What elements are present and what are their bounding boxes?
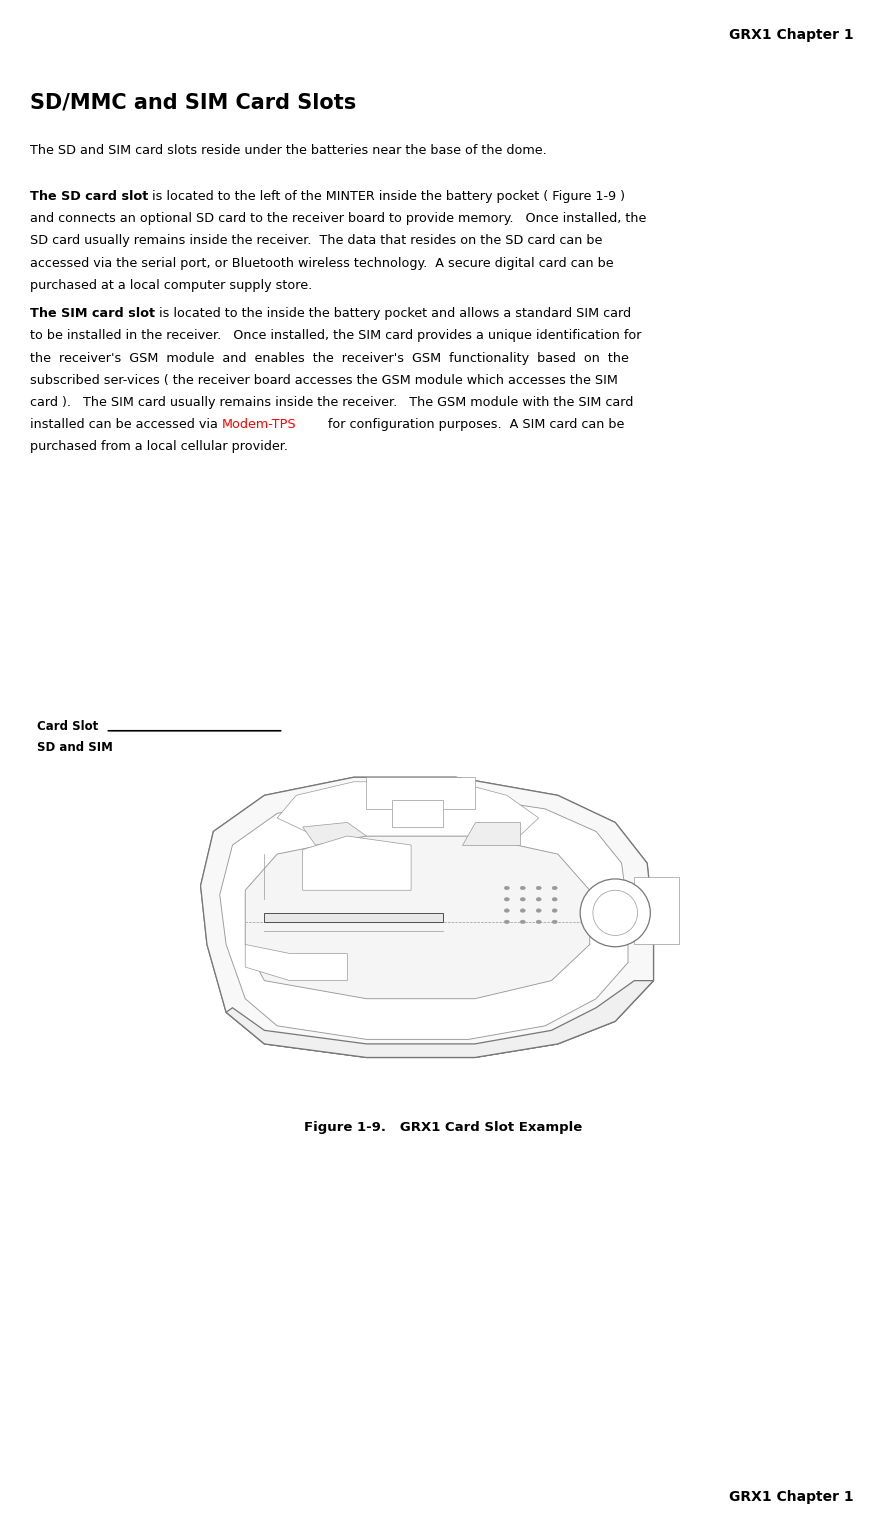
- Text: SD and SIM: SD and SIM: [37, 741, 113, 754]
- Text: GRX1 Chapter 1: GRX1 Chapter 1: [729, 28, 854, 43]
- Polygon shape: [245, 836, 590, 999]
- Ellipse shape: [552, 885, 557, 890]
- Polygon shape: [200, 777, 654, 1057]
- Text: is located to the left of the MINTER inside the battery pocket ( Figure 1-9 ): is located to the left of the MINTER ins…: [148, 190, 626, 202]
- Ellipse shape: [504, 885, 509, 890]
- Ellipse shape: [552, 921, 557, 924]
- Ellipse shape: [536, 908, 541, 913]
- Ellipse shape: [504, 921, 509, 924]
- Polygon shape: [367, 777, 475, 809]
- Ellipse shape: [552, 908, 557, 913]
- Polygon shape: [220, 795, 628, 1039]
- Polygon shape: [226, 980, 654, 1057]
- Text: GRX1 Chapter 1: GRX1 Chapter 1: [729, 1491, 854, 1504]
- Ellipse shape: [520, 921, 525, 924]
- Polygon shape: [303, 836, 411, 890]
- Ellipse shape: [536, 921, 541, 924]
- Ellipse shape: [520, 908, 525, 913]
- Text: and connects an optional SD card to the receiver board to provide memory.   Once: and connects an optional SD card to the …: [30, 211, 647, 225]
- Ellipse shape: [580, 879, 650, 947]
- Text: Modem-TPS: Modem-TPS: [222, 418, 297, 430]
- Ellipse shape: [504, 898, 509, 901]
- Text: installed can be accessed via          for configuration purposes.  A SIM card c: installed can be accessed via for config…: [30, 418, 625, 430]
- Text: the  receiver's  GSM  module  and  enables  the  receiver's  GSM  functionality : the receiver's GSM module and enables th…: [30, 351, 629, 365]
- Text: accessed via the serial port, or Bluetooth wireless technology.  A secure digita: accessed via the serial port, or Bluetoo…: [30, 256, 614, 270]
- Text: Card Slot: Card Slot: [37, 720, 98, 732]
- Ellipse shape: [536, 898, 541, 901]
- Text: The SD card slot: The SD card slot: [30, 190, 148, 202]
- Polygon shape: [303, 823, 367, 846]
- Text: subscribed ser-vices ( the receiver board accesses the GSM module which accesses: subscribed ser-vices ( the receiver boar…: [30, 374, 618, 386]
- Polygon shape: [462, 823, 519, 846]
- Ellipse shape: [520, 898, 525, 901]
- Polygon shape: [392, 800, 443, 827]
- Text: Figure 1-9.   GRX1 Card Slot Example: Figure 1-9. GRX1 Card Slot Example: [304, 1121, 582, 1134]
- Ellipse shape: [520, 885, 525, 890]
- Text: The SD and SIM card slots reside under the batteries near the base of the dome.: The SD and SIM card slots reside under t…: [30, 144, 547, 156]
- Text: is located to the inside the battery pocket and allows a standard SIM card: is located to the inside the battery poc…: [155, 306, 631, 320]
- Text: purchased from a local cellular provider.: purchased from a local cellular provider…: [30, 440, 288, 453]
- Text: to be installed in the receiver.   Once installed, the SIM card provides a uniqu: to be installed in the receiver. Once in…: [30, 329, 641, 342]
- Text: SD/MMC and SIM Card Slots: SD/MMC and SIM Card Slots: [30, 92, 356, 113]
- Polygon shape: [277, 781, 539, 836]
- Polygon shape: [200, 777, 654, 1057]
- Ellipse shape: [552, 898, 557, 901]
- Text: The SIM card slot: The SIM card slot: [30, 306, 155, 320]
- Text: SD card usually remains inside the receiver.  The data that resides on the SD ca: SD card usually remains inside the recei…: [30, 234, 602, 247]
- Polygon shape: [634, 876, 679, 944]
- Polygon shape: [264, 913, 443, 922]
- Text: card ).   The SIM card usually remains inside the receiver.   The GSM module wit: card ). The SIM card usually remains ins…: [30, 395, 633, 409]
- Polygon shape: [245, 944, 347, 980]
- Ellipse shape: [536, 885, 541, 890]
- Ellipse shape: [504, 908, 509, 913]
- Text: purchased at a local computer supply store.: purchased at a local computer supply sto…: [30, 279, 313, 291]
